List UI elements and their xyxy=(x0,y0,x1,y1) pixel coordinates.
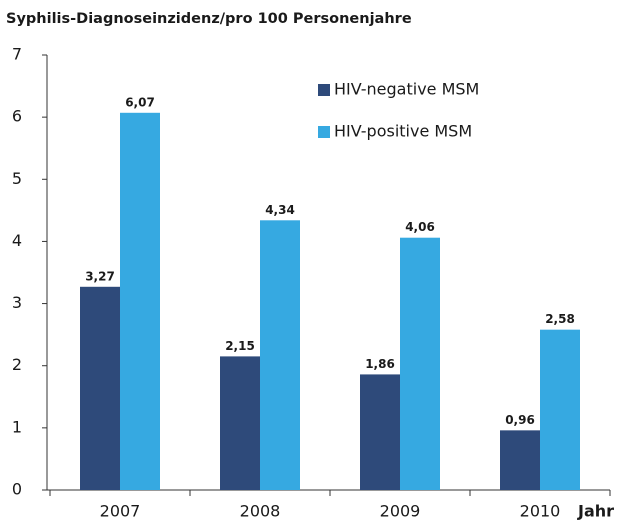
y-tick-label: 4 xyxy=(12,231,22,250)
bar xyxy=(120,112,160,491)
bar xyxy=(220,356,260,490)
y-tick-label: 0 xyxy=(12,480,22,499)
y-tick-label: 5 xyxy=(12,169,22,188)
bar xyxy=(360,374,400,490)
bar xyxy=(80,286,120,490)
legend-label: HIV-negative MSM xyxy=(334,80,479,99)
y-tick-label: 7 xyxy=(12,45,22,64)
value-label: 2,58 xyxy=(545,312,575,326)
x-tick-label: 2010 xyxy=(520,502,561,521)
value-label: 3,27 xyxy=(85,269,115,283)
y-tick-label: 3 xyxy=(12,293,22,312)
bar xyxy=(540,329,580,490)
x-axis-label: Jahr xyxy=(577,502,614,521)
legend-swatch xyxy=(318,126,330,138)
x-tick-label: 2008 xyxy=(240,502,281,521)
chart-title: Syphilis-Diagnoseinzidenz/pro 100 Person… xyxy=(6,11,412,27)
y-tick-label: 6 xyxy=(12,107,22,126)
value-label: 6,07 xyxy=(125,95,155,109)
x-tick-label: 2009 xyxy=(380,502,421,521)
bar xyxy=(260,220,300,491)
value-label: 0,96 xyxy=(505,413,535,427)
y-tick-label: 2 xyxy=(12,355,22,374)
value-label: 1,86 xyxy=(365,357,395,371)
value-label: 4,06 xyxy=(405,220,435,234)
y-tick-label: 1 xyxy=(12,417,22,436)
bar xyxy=(400,237,440,490)
x-tick-label: 2007 xyxy=(100,502,141,521)
value-label: 2,15 xyxy=(225,339,255,353)
bar xyxy=(500,430,540,490)
legend-label: HIV-positive MSM xyxy=(334,122,472,141)
legend-swatch xyxy=(318,84,330,96)
value-label: 4,34 xyxy=(265,203,295,217)
